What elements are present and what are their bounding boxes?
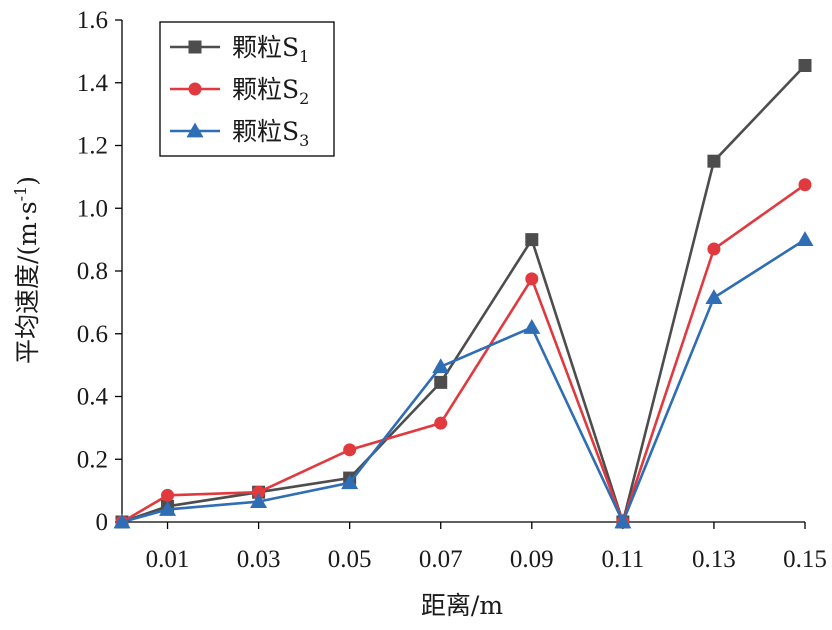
series-2-point (343, 443, 357, 457)
x-tick-label: 0.09 (510, 546, 554, 573)
legend-label: 颗粒S3 (232, 117, 309, 150)
y-tick-label: 0.4 (77, 384, 109, 411)
legend-label-subscript: 2 (299, 89, 309, 108)
series-2-point (798, 178, 812, 192)
series-layer (113, 58, 814, 529)
x-tick-label: 0.13 (692, 546, 736, 573)
x-axis-title: 距离/m (421, 591, 503, 620)
series-1-point (525, 233, 539, 247)
y-tick-label: 0.6 (77, 321, 108, 348)
y-axis-title-main: 平均速度/(m·s (13, 201, 42, 364)
x-tick-label: 0.15 (783, 546, 827, 573)
legend-marker (186, 122, 204, 138)
series-3-point (159, 500, 177, 516)
series-2 (115, 178, 812, 529)
legend-label-subscript: 1 (299, 47, 309, 66)
legend-label-name: 颗粒S (232, 33, 299, 62)
series-2-point (525, 272, 539, 286)
legend-label-name: 颗粒S (232, 75, 299, 104)
y-axis-ticks: 0 0.2 0.4 0.6 0.8 1.0 1.2 1.4 1.6 (77, 7, 122, 536)
legend-label: 颗粒S2 (232, 75, 309, 108)
y-axis-title-superscript: -1 (11, 186, 30, 202)
y-tick-label: 1.2 (77, 133, 108, 160)
series-2-point (434, 416, 448, 430)
series-3-point (614, 513, 632, 529)
y-tick-label: 0.2 (77, 446, 108, 473)
series-2-point (161, 488, 175, 502)
series-3-point (796, 231, 814, 246)
series-3-point (113, 513, 131, 529)
x-tick-label: 0.11 (601, 546, 644, 573)
series-2-point (252, 485, 266, 499)
legend-marker (188, 40, 202, 54)
y-tick-label: 0.8 (77, 258, 108, 285)
y-tick-label: 1.4 (77, 70, 109, 97)
series-3-point (432, 358, 450, 374)
y-axis-title-tail: ) (13, 176, 42, 186)
series-1-point (707, 154, 721, 168)
y-tick-label: 1.0 (77, 195, 108, 222)
legend-label-subscript: 3 (299, 131, 309, 150)
x-tick-label: 0.01 (146, 546, 190, 573)
series-3-point (705, 289, 723, 305)
series-3-point (523, 318, 541, 334)
series-2-point (707, 242, 721, 256)
y-tick-label: 1.6 (77, 7, 108, 34)
legend-label-name: 颗粒S (232, 117, 299, 146)
legend-marker (188, 82, 202, 96)
legend-item-2: 颗粒S2 (170, 75, 309, 108)
series-3-point (250, 493, 268, 508)
legend-label: 颗粒S1 (232, 33, 309, 66)
x-tick-label: 0.03 (237, 546, 281, 573)
series-3 (113, 231, 814, 529)
y-tick-label: 0 (96, 509, 109, 536)
legend-item-3: 颗粒S3 (170, 117, 309, 150)
x-tick-label: 0.07 (419, 546, 463, 573)
x-tick-label: 0.05 (328, 546, 372, 573)
series-1-point (434, 375, 448, 389)
series-3-point (341, 474, 359, 490)
y-axis-title: 平均速度/(m·s-1) (11, 176, 42, 364)
legend-item-1: 颗粒S1 (170, 33, 309, 66)
x-axis-ticks: 0.01 0.03 0.05 0.07 0.09 0.11 0.13 0.15 (146, 522, 827, 573)
series-1-point (798, 58, 812, 72)
series-2-line (121, 183, 806, 526)
